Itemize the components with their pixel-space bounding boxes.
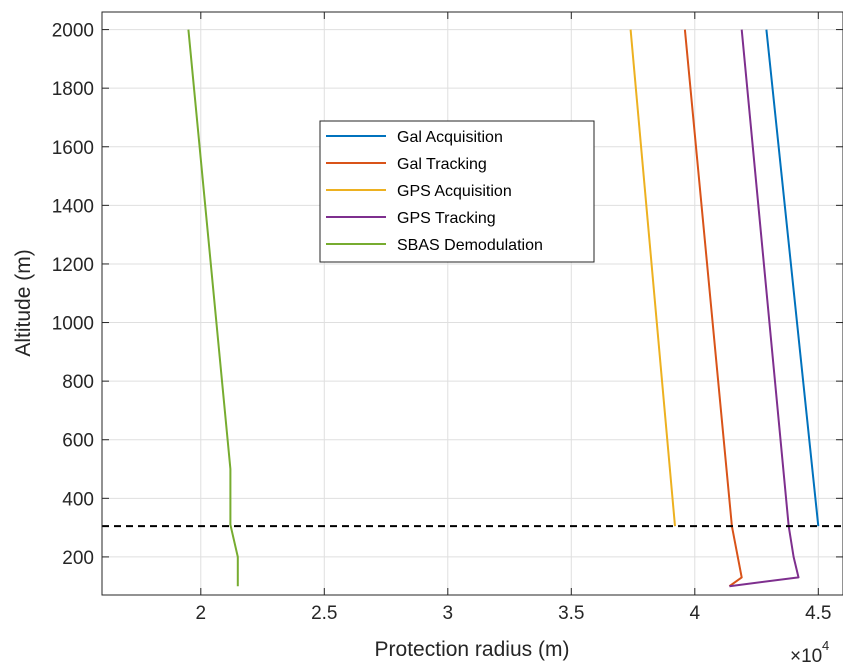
x-axis-multiplier-exponent: 4 — [822, 638, 829, 653]
x-tick-label: 4 — [690, 603, 701, 624]
y-tick-label: 2000 — [52, 21, 94, 42]
plot-area — [102, 12, 843, 595]
legend-label-gal-acquisition: Gal Acquisition — [397, 129, 503, 146]
y-tick-label: 400 — [62, 489, 94, 510]
legend: Gal Acquisition Gal Tracking GPS Acquisiti… — [319, 120, 595, 263]
x-tick-label: 3 — [443, 603, 454, 624]
y-tick-label: 1400 — [52, 196, 94, 217]
legend-label-gps-acquisition: GPS Acquisition — [397, 183, 512, 200]
series-line-gal-acquisition — [765, 29, 820, 527]
legend-box — [319, 120, 595, 263]
series-line-sbas-demodulation — [187, 29, 239, 587]
y-tick-label: 1000 — [52, 314, 94, 335]
plot-frame — [101, 11, 843, 596]
y-tick-label: 1800 — [52, 79, 94, 100]
y-tick-label: 200 — [62, 548, 94, 569]
y-tick-label: 1200 — [52, 255, 94, 276]
x-tick-label: 2.5 — [311, 603, 337, 624]
series-layer — [187, 29, 820, 588]
legend-label-gal-tracking: Gal Tracking — [397, 156, 487, 173]
y-tick-label: 800 — [62, 372, 94, 393]
series-line-gps-acquisition — [629, 29, 676, 527]
axis-ticks — [102, 12, 843, 595]
x-tick-label: 3.5 — [558, 603, 584, 624]
x-axis-multiplier: ×10 — [790, 646, 822, 665]
legend-label-gps-tracking: GPS Tracking — [397, 210, 496, 227]
legend-label-sbas-demodulation: SBAS Demodulation — [397, 237, 543, 254]
tick-labels: 2 2.5 3 3.5 4 4.5 200 400 600 800 1000 1200 1400 1600… — [52, 21, 832, 624]
y-tick-label: 600 — [62, 431, 94, 452]
x-tick-label: 4.5 — [805, 603, 831, 624]
y-axis-label: Altitude (m) — [12, 249, 35, 356]
y-tick-label: 1600 — [52, 138, 94, 159]
series-line-gal-tracking — [683, 29, 743, 588]
x-axis-label: Protection radius (m) — [375, 638, 570, 661]
x-tick-label: 2 — [196, 603, 207, 624]
series-line-gps-tracking — [729, 29, 800, 588]
